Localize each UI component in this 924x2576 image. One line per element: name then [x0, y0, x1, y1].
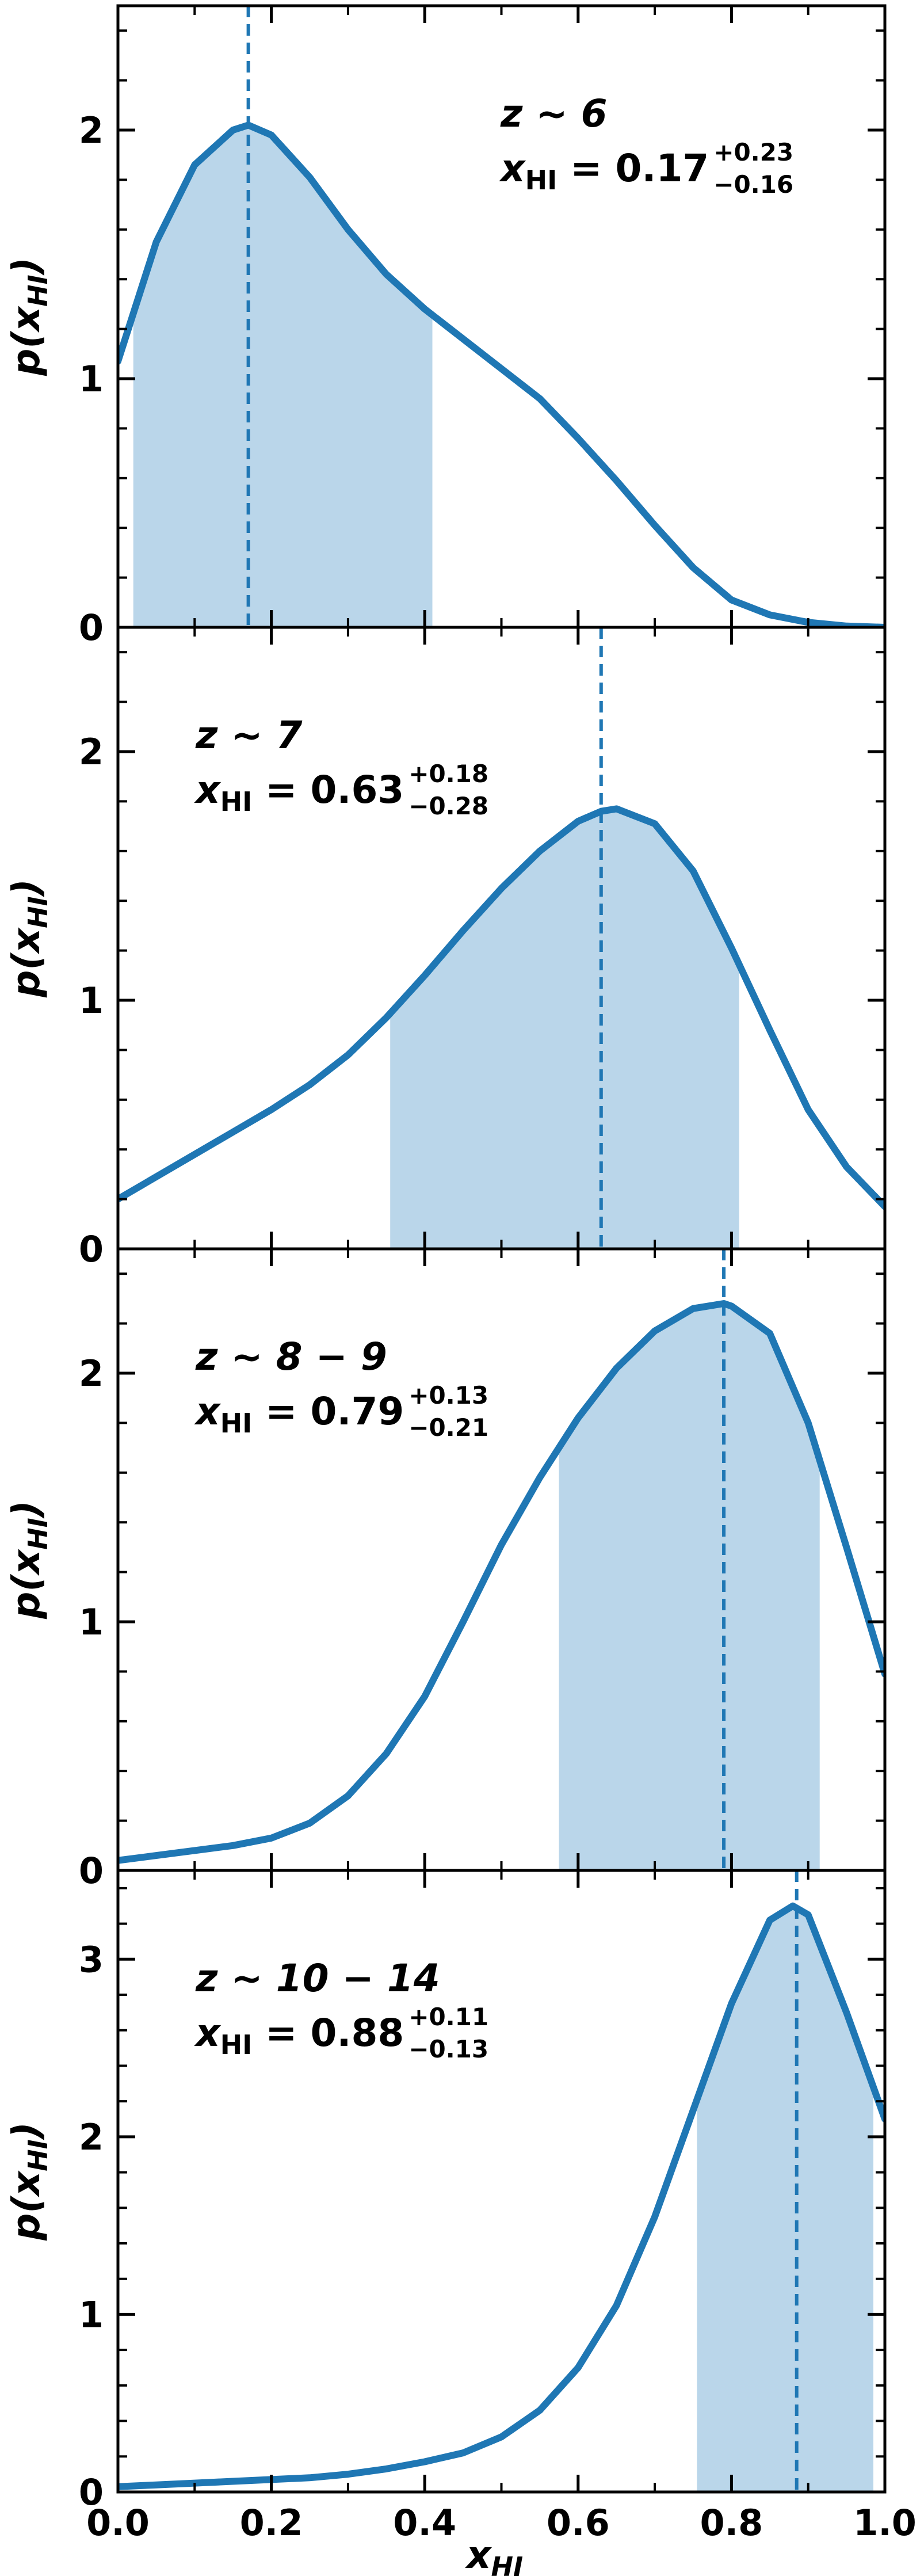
posterior-curve — [118, 805, 885, 1210]
xhi-estimate: xHI = 0.79 — [194, 1389, 404, 1439]
panel-z8-9: 0 1 2 p(xHI) z ~ 8 − 9 xHI = 0.79 +0.13 −0.21 — [4, 1247, 887, 1892]
estimate-lower-error: −0.16 — [713, 170, 793, 199]
redshift-label: z ~ 8 − 9 — [195, 1335, 387, 1379]
y-tick-label: 1 — [79, 1601, 104, 1643]
plot-area — [118, 1249, 885, 1870]
panels: 0 1 2 p(xHI) z ~ 6 xHI = 0.17 +0.23 −0.16 0 1 2 p(x… — [4, 4, 917, 2544]
estimate-lower-error: −0.21 — [408, 1413, 488, 1442]
xhi-estimate: xHI = 0.63 — [194, 768, 404, 817]
y-tick-label: 2 — [79, 2116, 104, 2158]
estimate-upper-error: +0.18 — [408, 760, 488, 788]
redshift-label: z ~ 6 — [500, 92, 608, 136]
y-tick-label: 0 — [79, 1228, 104, 1270]
y-tick-label: 0 — [79, 607, 104, 649]
credible-interval-shade — [133, 125, 433, 627]
y-axis-label: p(xHI) — [4, 257, 54, 376]
x-tick-label: 0.6 — [547, 2502, 610, 2544]
redshift-label: z ~ 10 − 14 — [195, 1956, 440, 2000]
y-tick-label: 2 — [79, 109, 104, 151]
y-tick-label: 1 — [79, 358, 104, 400]
credible-interval-shade — [697, 1906, 873, 2492]
x-tick-label: 0.8 — [700, 2502, 763, 2544]
xhi-estimate: xHI = 0.17 — [499, 146, 709, 196]
x-tick-label: 1.0 — [853, 2502, 917, 2544]
y-tick-label: 0 — [79, 2471, 104, 2513]
x-tick-label: 0.4 — [393, 2502, 456, 2544]
y-axis-label: p(xHI) — [4, 2122, 54, 2241]
panel-z10-14: 0 1 2 3 0.0 0.2 0.4 0.6 0.8 1.0 p(xHI) z ~ 10 − 14 x… — [4, 1869, 917, 2544]
estimate-lower-error: −0.13 — [408, 2035, 488, 2063]
y-axis-label: p(xHI) — [4, 1500, 54, 1619]
plot-area — [118, 627, 885, 1249]
x-tick-label: 0.2 — [240, 2502, 303, 2544]
y-tick-label: 2 — [79, 1352, 104, 1394]
panel-z6: 0 1 2 p(xHI) z ~ 6 xHI = 0.17 +0.23 −0.16 — [4, 4, 887, 649]
y-tick-label: 1 — [79, 980, 104, 1022]
posterior-curve — [118, 121, 885, 627]
credible-interval-shade — [559, 1304, 820, 1870]
posterior-curve — [118, 1300, 885, 1864]
estimate-upper-error: +0.11 — [408, 2003, 488, 2031]
y-tick-label: 0 — [79, 1850, 104, 1892]
x-axis-label-main: x — [465, 2533, 492, 2576]
plot-area — [118, 1870, 885, 2492]
plot-area — [118, 6, 885, 627]
y-tick-label: 2 — [79, 731, 104, 773]
y-tick-label: 3 — [79, 1938, 104, 1980]
x-tick-label: 0.0 — [86, 2502, 150, 2544]
x-axis-label: xHI — [465, 2533, 523, 2576]
redshift-label: z ~ 7 — [195, 713, 303, 757]
y-tick-label: 1 — [79, 2293, 104, 2335]
estimate-lower-error: −0.28 — [408, 792, 488, 820]
estimate-upper-error: +0.13 — [408, 1381, 488, 1409]
credible-interval-shade — [390, 809, 739, 1249]
x-axis-label-sub: HI — [491, 2551, 523, 2576]
y-axis-label: p(xHI) — [4, 879, 54, 998]
estimate-upper-error: +0.23 — [713, 138, 793, 166]
xhi-estimate: xHI = 0.88 — [194, 2011, 404, 2060]
posterior-curve — [118, 1902, 885, 2490]
panel-z7: 0 1 2 p(xHI) z ~ 7 xHI = 0.63 +0.18 −0.28 — [4, 626, 887, 1270]
